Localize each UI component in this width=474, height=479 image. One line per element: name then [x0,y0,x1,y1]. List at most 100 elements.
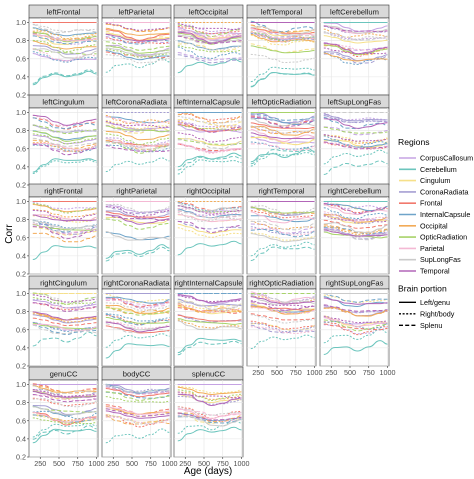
series-Cerebellum-dotted [250,241,315,257]
panel-title: leftCerebellum [330,8,379,17]
legend-label: Frontal [420,199,443,208]
series-Occipital-dotted [32,209,97,218]
series-Temporal-dashed [177,35,242,45]
legend-label: Occipital [420,221,448,230]
panel-title: rightSupLongFas [326,279,384,288]
panel-title: rightTemporal [258,187,304,196]
legend-label: Splenu [420,321,442,330]
series-Temporal-solid [32,311,97,321]
series-CoronaRadiata-dashed [250,324,315,334]
series-Frontal-dashed [250,313,315,321]
panel-title: leftCingulum [42,98,84,107]
panel-title: rightOccipital [187,187,231,196]
series-SupLongFas-dashed [177,34,242,44]
series-Frontal-solid [105,388,170,398]
series-CoronaRadiata-solid [323,113,388,122]
series-Occipital-dotted [323,134,388,144]
series-Temporal-solid [105,33,170,42]
series-OpticRadiation-dotted [32,133,97,145]
series-Cerebellum-dashed [323,160,388,175]
series-Cingulum-dotted [32,215,97,223]
x-tick-label: 1000 [89,459,105,468]
series-Temporal-solid [323,297,388,305]
series-Occipital-dotted [177,121,242,130]
series-Parietal-dotted [32,48,97,62]
series-Occipital-dotted [323,307,388,317]
series-lines [105,201,170,262]
panel-grid: leftFrontal 0.2 0.4 0.6 0.8 1.0 leftParietal le… [16,4,396,468]
series-Temporal-dashed [32,302,97,312]
legend-title-regions: Regions [398,137,430,147]
legend-label: Parietal [420,244,445,253]
series-Cingulum-solid [323,214,388,224]
series-CorpusCallosum-dotted [177,23,242,33]
series-Temporal-dashed [32,143,97,156]
panel-rightTemporal: rightTemporal [246,183,317,275]
y-tick-label: 0.2 [16,181,26,190]
legend-label: CorpusCallosum [420,154,473,163]
x-tick-label: 250 [252,368,264,377]
series-Occipital-dotted [177,319,242,329]
panel-title: leftParietal [119,8,155,17]
series-Cerebellum-dashed [250,72,315,87]
series-OpticRadiation-dotted [32,203,97,214]
panel-title: leftSupLongFas [328,98,381,107]
series-InternalCapsule-dotted [32,410,97,420]
y-tick-label: 1.0 [16,18,26,27]
series-Parietal-dashed [177,28,242,38]
series-Cerebellum-dashed [32,425,97,440]
series-Cingulum-dotted [177,227,242,238]
legend-label: InternalCapsule [420,210,470,219]
series-InternalCapsule-solid [32,27,97,37]
series-CoronaRadiata-solid [177,298,242,307]
series-OpticRadiation-dotted [177,124,242,131]
series-Temporal-dashed [323,203,388,215]
series-Temporal-dotted [323,315,388,324]
series-Cingulum-dashed [105,414,170,424]
series-Cerebellum-dotted [105,157,170,173]
series-Cerebellum-dotted [250,334,315,350]
series-Cingulum-dotted [177,304,242,312]
series-CoronaRadiata-solid [32,45,97,55]
series-CoronaRadiata-dotted [105,384,170,393]
series-Frontal-dotted [105,37,170,45]
legend-label: Temporal [420,267,450,276]
series-Cerebellum-solid [32,158,97,173]
series-lines [32,114,97,174]
panel-title: splenuCC [192,370,226,379]
series-SupLongFas-solid [177,320,242,330]
series-lines [177,384,242,442]
panel-rightSupLongFas: rightSupLongFas 250 500 750 1000 [319,275,396,377]
y-tick-label: 0.8 [16,215,26,224]
series-Parietal-solid [32,34,97,42]
x-tick-label: 500 [344,368,356,377]
y-tick-label: 0.4 [16,434,26,443]
series-Cingulum-dashed [250,43,315,54]
series-Parietal-dotted [105,416,170,425]
series-lines [105,112,170,173]
series-SupLongFas-dashed [250,29,315,38]
series-InternalCapsule-dashed [323,293,388,303]
series-OpticRadiation-dotted [105,48,170,58]
series-SupLongFas-solid [32,220,97,230]
series-SupLongFas-dashed [323,32,388,41]
series-Parietal-dotted [32,114,97,127]
series-Temporal-dotted [177,205,242,215]
series-InternalCapsule-dotted [250,32,315,42]
series-InternalCapsule-dotted [323,135,388,148]
y-tick-label: 0.6 [16,144,26,153]
series-Temporal-dotted [323,47,388,55]
series-Cingulum-dashed [250,136,315,146]
series-Frontal-dotted [32,397,97,407]
series-CoronaRadiata-dashed [177,220,242,230]
series-CorpusCallosum-dashed [250,223,315,234]
y-tick-label: 0.2 [16,453,26,462]
series-Cerebellum-dashed [32,69,97,84]
series-InternalCapsule-dashed [32,117,97,130]
series-SupLongFas-solid [250,117,315,127]
series-lines [323,293,388,355]
legend-label: OpticRadiation [420,233,467,242]
series-Frontal-dashed [32,317,97,327]
series-Temporal-solid [32,214,97,222]
series-SupLongFas-dashed [323,230,388,241]
